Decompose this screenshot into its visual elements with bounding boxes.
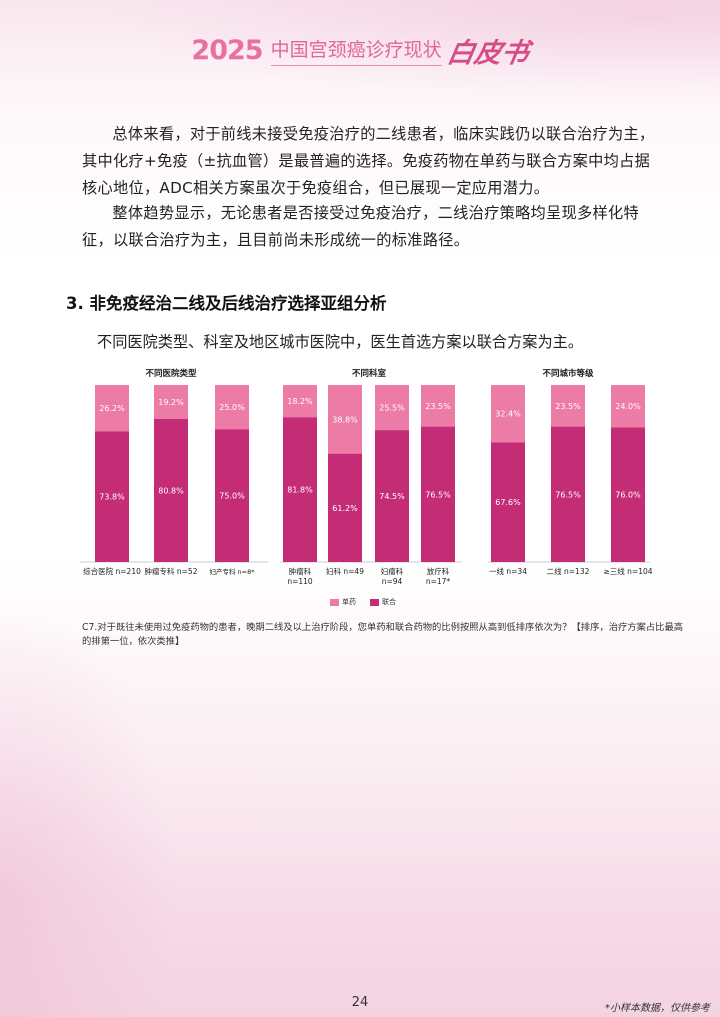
stacked-bar-chart: 不同医院类型 26.2% 73.8% 综合医院 n=210 19.2% 80.8% 肿瘤专科… — [70, 362, 670, 612]
data-label-combo: 73.8% — [99, 493, 125, 502]
small-sample-footnote: *小样本数据，仅供参考 — [605, 1003, 710, 1014]
legend-label-combo: 联合 — [382, 598, 396, 606]
category-sample-label: n=110 — [287, 577, 313, 586]
bar-single — [375, 385, 409, 431]
bar-combo — [283, 417, 317, 562]
section-intro: 不同医院类型、科室及地区城市医院中，医生首选方案以联合方案为主。 — [97, 333, 583, 351]
category-label: 肿瘤科 — [289, 566, 312, 576]
data-label-single: 38.8% — [332, 415, 358, 424]
category-sample-label: n=94 — [382, 577, 403, 586]
section-title: 3. 非免疫经治二线及后线治疗选择亚组分析 — [66, 294, 387, 313]
chart-legend: 单药 联合 — [330, 597, 396, 607]
bar-combo — [154, 418, 188, 562]
page-number: 24 — [351, 995, 369, 1010]
bar-combo — [95, 431, 129, 562]
bar-combo — [215, 429, 249, 562]
bar-single — [328, 385, 362, 454]
bar-combo — [328, 453, 362, 562]
legend-item-single: 单药 — [330, 597, 356, 607]
header-title: 中国宫颈癌诊疗现状 — [270, 35, 442, 66]
bar-combo — [421, 426, 455, 562]
data-label-combo: 80.8% — [158, 486, 184, 495]
category-label: 妇瘤科 — [381, 566, 404, 576]
group-title: 不同医院类型 — [145, 368, 197, 379]
data-label-single: 26.2% — [99, 404, 125, 413]
data-label-combo: 81.8% — [287, 486, 313, 495]
chart-svg: 不同医院类型 26.2% 73.8% 综合医院 n=210 19.2% 80.8% 肿瘤专科… — [80, 368, 653, 586]
header-decoration — [0, 0, 720, 120]
question-note: C7.对于既往未使用过免疫药物的患者，晚期二线及以上治疗阶段，您单药和联合药物的… — [82, 622, 684, 647]
data-label-combo: 76.5% — [555, 490, 581, 499]
paragraph-summary: 总体来看，对于前线未接受免疫治疗的二线患者，临床实践仍以联合治疗为主，其中化疗+… — [82, 125, 655, 197]
bar-combo — [491, 442, 525, 562]
legend-label-single: 单药 — [342, 598, 356, 606]
legend-swatch-single — [330, 598, 339, 606]
bar-single — [491, 385, 525, 443]
group-title: 不同科室 — [352, 368, 387, 379]
data-label-single: 24.0% — [615, 402, 641, 411]
data-label-combo: 75.0% — [219, 492, 245, 501]
data-label-single: 19.2% — [158, 398, 184, 407]
page-header: 2025 中国宫颈癌诊疗现状 白皮书 — [0, 30, 720, 70]
bar-single — [215, 385, 249, 430]
data-label-single: 18.2% — [287, 397, 313, 406]
bar-single — [283, 385, 317, 418]
data-label-single: 25.0% — [219, 403, 245, 412]
category-label: ≥三线 n=104 — [603, 566, 652, 576]
category-label: 妇科 n=49 — [326, 566, 364, 576]
footer-decoration — [0, 600, 180, 1017]
data-label-single: 25.5% — [379, 404, 405, 413]
legend-item-combo: 联合 — [370, 597, 396, 607]
bar-combo — [375, 430, 409, 562]
legend-swatch-combo — [370, 598, 379, 606]
paragraph-trend: 整体趋势显示，无论患者是否接受过免疫治疗，二线治疗策略均呈现多样化特征，以联合治… — [82, 204, 639, 249]
bar-combo — [551, 426, 585, 562]
bar-single — [154, 385, 188, 419]
category-label: 肿瘤专科 n=52 — [145, 566, 198, 576]
data-label-combo: 61.2% — [332, 504, 358, 513]
bar-single — [421, 385, 455, 427]
group-title: 不同城市等级 — [542, 368, 594, 379]
data-label-combo: 74.5% — [379, 492, 405, 501]
data-label-single: 23.5% — [555, 402, 581, 411]
category-label: 二线 n=132 — [547, 566, 590, 576]
bar-single — [611, 385, 645, 428]
data-label-single: 32.4% — [495, 410, 521, 419]
category-label: 综合医院 n=210 — [83, 566, 141, 576]
header-year: 2025 — [191, 34, 263, 66]
data-label-combo: 76.0% — [615, 491, 641, 500]
category-sample-label: n=17* — [426, 577, 451, 586]
data-label-combo: 67.6% — [495, 498, 521, 507]
bar-combo — [611, 427, 645, 562]
header-book-label: 白皮书 — [444, 37, 531, 69]
bar-single — [551, 385, 585, 427]
category-label: 一线 n=34 — [489, 566, 527, 576]
category-label: 妇产专科 n=8* — [209, 567, 255, 576]
bar-single — [95, 385, 129, 432]
data-label-single: 23.5% — [425, 402, 451, 411]
data-label-combo: 76.5% — [425, 490, 451, 499]
category-label: 放疗科 — [427, 566, 450, 576]
